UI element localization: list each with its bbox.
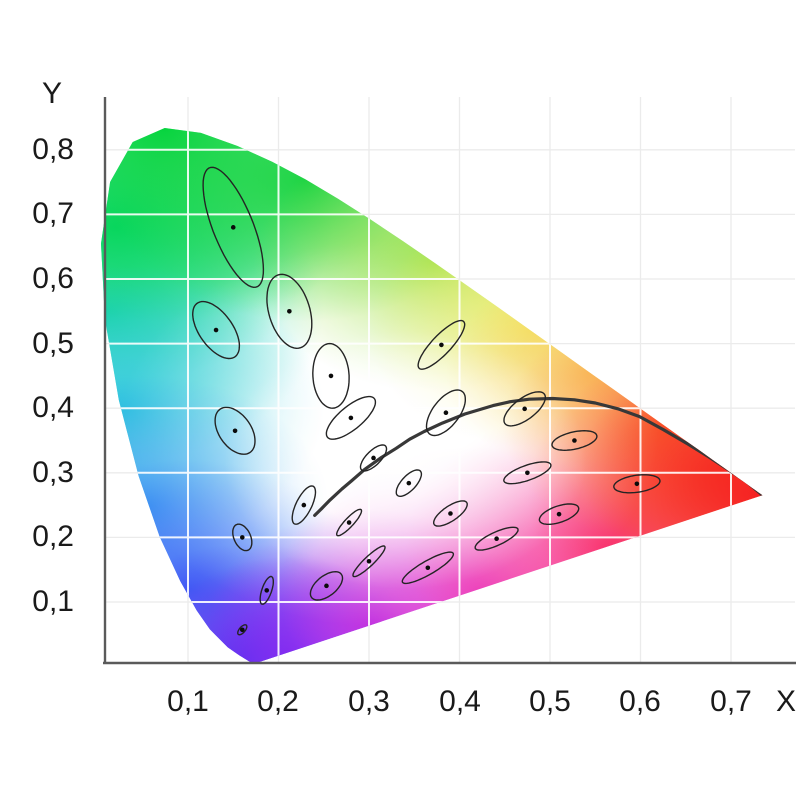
macadam-ellipse-10 <box>417 319 466 370</box>
macadam-ellipse-21 <box>433 500 468 527</box>
macadam-ellipse-12 <box>291 485 317 525</box>
ellipse-center-dot-13 <box>371 455 376 461</box>
ellipse-center-dot-24 <box>366 559 372 564</box>
macadam-ellipse-18 <box>538 503 580 525</box>
y-tick-0-1: 0,1 <box>32 585 74 618</box>
macadam-ellipse-4 <box>202 166 265 289</box>
x-tick-0-7: 0,7 <box>710 685 752 718</box>
y-tick-0-6: 0,6 <box>32 262 74 295</box>
ellipse-center-dot-10 <box>439 342 444 348</box>
ellipse-center-dot-1 <box>240 627 245 633</box>
y-axis-title: Y <box>41 77 62 110</box>
x-axis-title: X <box>775 685 796 718</box>
y-tick-0-7: 0,7 <box>32 197 74 230</box>
macadam-ellipse-19 <box>613 474 661 494</box>
macadam-ellipse-8 <box>214 406 256 455</box>
macadam-ellipse-5 <box>191 300 241 360</box>
ellipse-center-dot-23 <box>346 520 352 525</box>
ellipse-center-dot-12 <box>301 502 307 508</box>
ellipse-center-dot-14 <box>443 410 449 416</box>
ellipse-center-dot-9 <box>348 415 354 421</box>
ellipse-center-dot-5 <box>213 327 219 333</box>
macadam-ellipse-3 <box>309 570 344 601</box>
macadam-ellipse-6 <box>266 273 313 350</box>
ellipse-center-dot-22 <box>494 536 499 541</box>
ellipse-center-dot-6 <box>287 309 292 314</box>
x-tick-0-3: 0,3 <box>348 685 390 718</box>
ellipse-center-dot-3 <box>324 583 329 589</box>
ellipse-center-dot-11 <box>240 535 245 540</box>
macadam-ellipse-15 <box>503 391 547 427</box>
macadam-ellipses <box>191 166 661 636</box>
ellipse-center-dot-19 <box>634 481 640 487</box>
x-tick-0-4: 0,4 <box>439 685 481 718</box>
y-tick-0-4: 0,4 <box>32 391 74 424</box>
macadam-ellipse-11 <box>232 523 253 552</box>
ellipse-center-dot-8 <box>232 428 238 434</box>
planckian-locus-curve <box>313 396 763 517</box>
x-tick-0-5: 0,5 <box>529 685 571 718</box>
ellipse-center-dot-4 <box>230 225 236 230</box>
ellipse-center-dot-20 <box>406 480 412 486</box>
ellipse-center-dot-17 <box>525 470 530 476</box>
macadam-ellipse-20 <box>395 469 423 497</box>
ellipse-center-dot-25 <box>425 565 431 571</box>
macadam-ellipse-2 <box>259 575 274 605</box>
ellipse-center-dot-16 <box>572 438 577 443</box>
macadam-ellipse-16 <box>551 429 598 452</box>
ellipse-center-dot-2 <box>264 588 270 593</box>
macadam-ellipse-13 <box>359 444 388 472</box>
macadam-ellipse-1 <box>237 624 248 636</box>
x-tick-0-2: 0,2 <box>257 685 299 718</box>
ellipse-center-dot-21 <box>448 511 453 516</box>
ellipse-center-dot-7 <box>328 373 334 379</box>
x-tick-0-1: 0,1 <box>167 685 209 718</box>
macadam-ellipse-17 <box>503 461 552 485</box>
y-tick-0-3: 0,3 <box>32 456 74 489</box>
y-tick-0-8: 0,8 <box>32 133 74 166</box>
ellipse-center-dot-15 <box>522 406 527 412</box>
y-tick-0-2: 0,2 <box>32 520 74 553</box>
macadam-ellipse-22 <box>474 526 519 551</box>
macadam-ellipse-25 <box>401 551 455 585</box>
macadam-ellipse-7 <box>312 342 350 409</box>
macadam-ellipse-14 <box>425 389 466 437</box>
ellipse-center-dot-18 <box>556 511 562 517</box>
x-tick-0-6: 0,6 <box>619 685 661 718</box>
macadam-ellipse-23 <box>336 508 363 537</box>
macadam-ellipse-9 <box>325 395 377 440</box>
y-tick-0-5: 0,5 <box>32 327 74 360</box>
macadam-ellipse-24 <box>352 545 386 578</box>
axes <box>103 97 796 665</box>
